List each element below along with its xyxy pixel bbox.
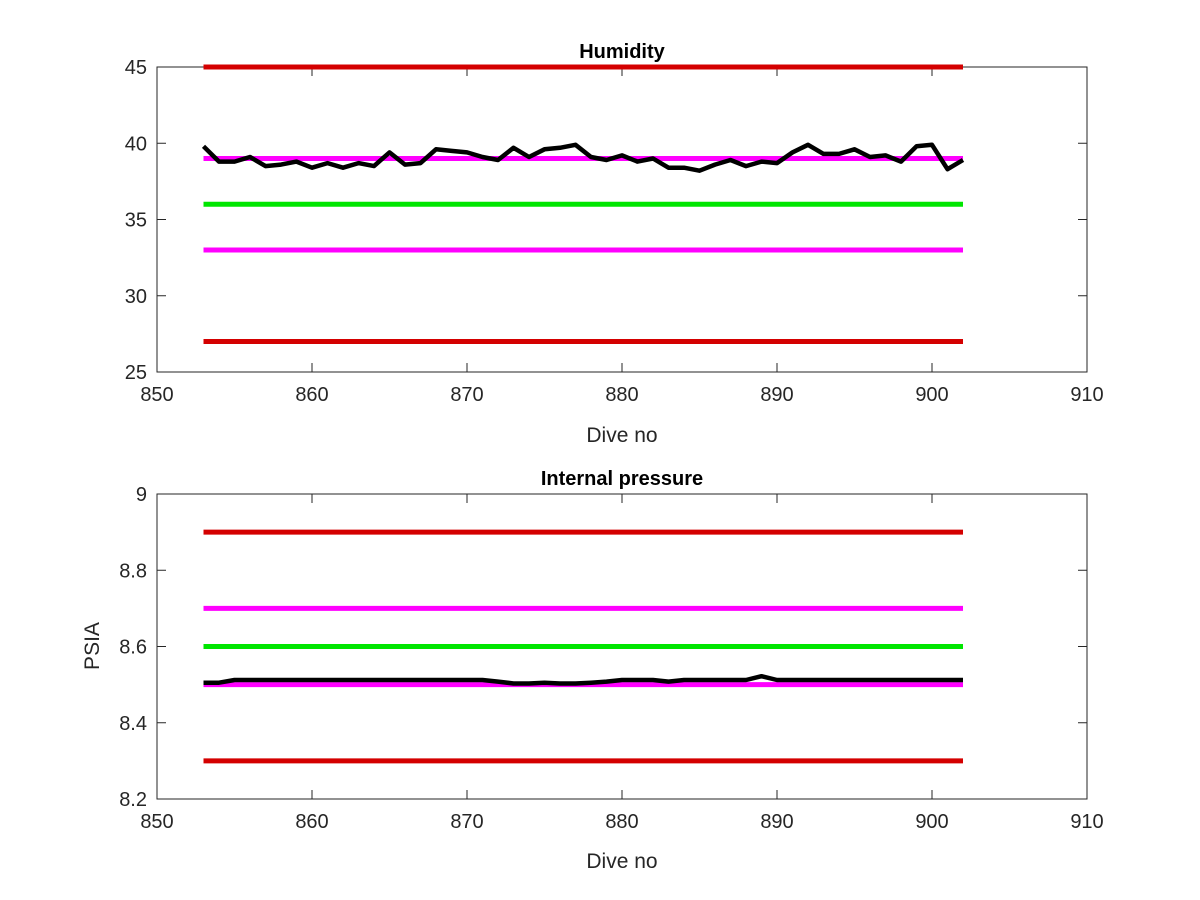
humidity-x-tick-label: 910 (1070, 384, 1103, 406)
humidity-reference-lines (203, 64, 963, 344)
humidity-x-tick-label: 860 (295, 384, 328, 406)
humidity-x-axis-label: Dive no (586, 424, 657, 447)
internal-pressure-y-tick-label: 8.8 (119, 560, 147, 582)
humidity-data-line (201, 142, 965, 173)
internal-pressure-x-tick-label: 910 (1070, 811, 1103, 833)
internal-pressure-reference-lines (203, 529, 963, 764)
humidity-series (201, 142, 965, 173)
humidity-x-tick-label: 900 (915, 384, 948, 406)
internal-pressure-x-tick-label: 890 (760, 811, 793, 833)
internal-pressure-y-tick-label: 8.2 (119, 789, 147, 811)
internal-pressure-x-tick-label: 850 (140, 811, 173, 833)
internal-pressure-y-tick-label: 9 (136, 484, 147, 506)
humidity-y-tick-label: 30 (125, 286, 147, 308)
humidity-axes: Humidity Dive no 850 860 870 880 890 900 910 25… (125, 41, 1104, 447)
internal-pressure-data-line (203, 673, 963, 686)
humidity-y-tick-label: 35 (125, 210, 147, 232)
internal-pressure-ticks: 850 860 870 880 890 900 910 8.2 8.4 8.6 8.8 9 (119, 484, 1104, 833)
internal-pressure-x-tick-label: 870 (450, 811, 483, 833)
humidity-y-tick-label: 45 (125, 57, 147, 79)
humidity-y-tick-label: 25 (125, 362, 147, 384)
internal-pressure-x-axis-label: Dive no (586, 850, 657, 873)
internal-pressure-y-axis-label: PSIA (81, 622, 104, 670)
internal-pressure-y-tick-label: 8.6 (119, 637, 147, 659)
humidity-title: Humidity (579, 41, 665, 63)
internal-pressure-axes: Internal pressure Dive no PSIA 850 860 870… (81, 468, 1104, 873)
internal-pressure-y-tick-label: 8.4 (119, 713, 147, 735)
internal-pressure-title: Internal pressure (541, 468, 703, 490)
humidity-y-tick-label: 40 (125, 133, 147, 155)
humidity-x-tick-label: 870 (450, 384, 483, 406)
humidity-ticks: 850 860 870 880 890 900 910 25 30 35 40 45 (125, 57, 1104, 406)
internal-pressure-x-tick-label: 900 (915, 811, 948, 833)
internal-pressure-x-tick-label: 880 (605, 811, 638, 833)
humidity-x-tick-label: 890 (760, 384, 793, 406)
humidity-x-tick-label: 880 (605, 384, 638, 406)
internal-pressure-x-tick-label: 860 (295, 811, 328, 833)
humidity-x-tick-label: 850 (140, 384, 173, 406)
internal-pressure-series (203, 673, 963, 686)
